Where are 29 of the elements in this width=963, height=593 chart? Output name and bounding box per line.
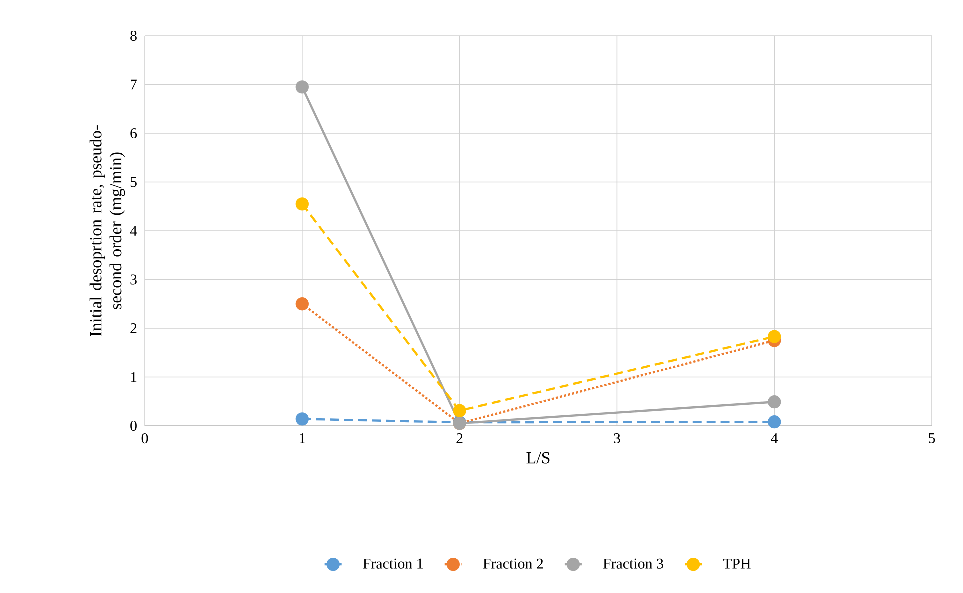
y-tick-label: 0	[130, 420, 137, 432]
legend-label: Fraction 1	[363, 558, 423, 569]
x-tick-label: 2	[456, 434, 463, 444]
point	[296, 80, 309, 94]
point	[453, 404, 466, 418]
y-tick-label: 4	[130, 226, 138, 236]
x-tick-label: 5	[929, 434, 936, 444]
y-tick-label: 3	[130, 274, 137, 285]
y-tick-label: 2	[130, 324, 137, 334]
y-tick-label: 7	[131, 80, 138, 90]
legend-label: Fraction 3	[603, 558, 664, 569]
x-tick-label: 4	[771, 434, 778, 444]
point	[296, 412, 309, 426]
legend-label: Fraction 2	[483, 558, 544, 569]
x-tick-label: 0	[142, 434, 148, 444]
y-tick-label: 5	[130, 177, 137, 188]
y-axis-title: Initial desoprtion rate, pseudo-second order (mg/min)	[90, 126, 126, 336]
x-tick-label: 1	[300, 434, 306, 444]
y-tick-label: 6	[130, 128, 138, 139]
point	[768, 416, 782, 429]
point	[768, 396, 782, 409]
point	[768, 330, 782, 344]
y-tick-label: 8	[130, 30, 137, 42]
x-axis-title: L/S	[526, 452, 550, 464]
point	[296, 198, 309, 211]
y-tick-label: 1	[131, 372, 137, 382]
x-tick-label: 3	[614, 434, 620, 444]
legend-label: TPH	[723, 558, 751, 569]
point	[296, 298, 309, 311]
